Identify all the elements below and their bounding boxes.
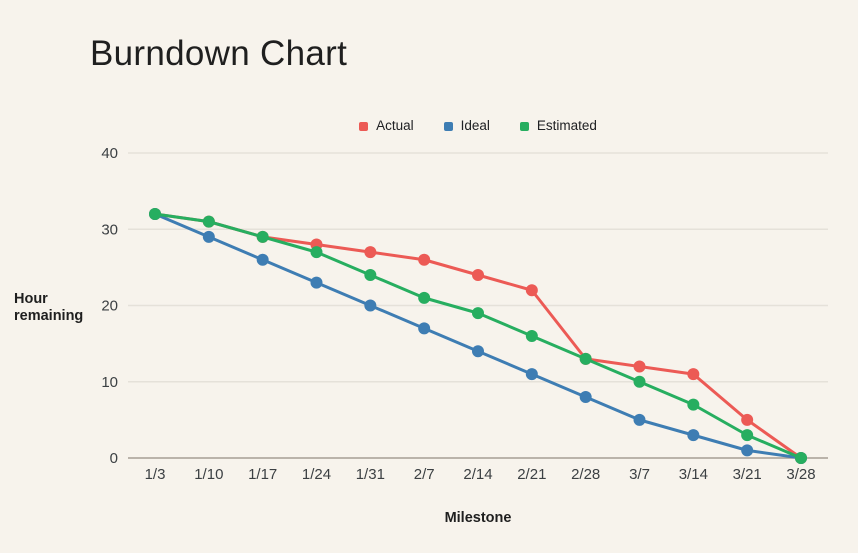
x-tick-label: 2/21 bbox=[517, 466, 546, 483]
data-point-estimated bbox=[202, 215, 215, 228]
data-point-estimated bbox=[633, 375, 646, 388]
x-tick-label: 1/10 bbox=[194, 466, 223, 483]
data-point-estimated bbox=[149, 208, 161, 220]
legend-label-actual: Actual bbox=[376, 118, 414, 133]
data-point-ideal bbox=[633, 413, 646, 426]
legend-swatch-ideal-icon bbox=[443, 121, 453, 131]
data-point-estimated bbox=[256, 230, 269, 243]
chart-legend: Actual Ideal Estimated bbox=[128, 118, 828, 133]
x-axis-title: Milestone bbox=[444, 510, 512, 526]
data-point-actual bbox=[364, 246, 377, 259]
y-tick-label: 40 bbox=[101, 145, 118, 162]
data-point-actual bbox=[687, 368, 700, 381]
y-tick-label: 10 bbox=[101, 374, 118, 391]
x-tick-label: 2/14 bbox=[463, 466, 492, 483]
legend-swatch-estimated-icon bbox=[519, 121, 529, 131]
x-tick-label: 1/17 bbox=[248, 466, 277, 483]
data-point-estimated bbox=[364, 269, 377, 281]
data-point-ideal bbox=[579, 391, 592, 403]
data-point-ideal bbox=[364, 299, 377, 312]
data-point-estimated bbox=[795, 452, 807, 464]
y-tick-label: 0 bbox=[110, 450, 118, 467]
x-tick-label: 3/21 bbox=[733, 466, 762, 483]
y-tick-label: 30 bbox=[101, 221, 118, 238]
legend-label-estimated: Estimated bbox=[536, 118, 597, 133]
series-line-estimated bbox=[153, 212, 803, 460]
x-tick-label: 3/7 bbox=[629, 466, 650, 483]
y-axis-title: Hour remaining bbox=[14, 291, 84, 324]
x-tick-label: 2/28 bbox=[571, 466, 600, 483]
x-tick-label: 3/14 bbox=[679, 466, 708, 483]
series-line-actual bbox=[153, 212, 803, 460]
data-point-actual bbox=[525, 284, 538, 297]
data-point-actual bbox=[633, 360, 646, 373]
x-tick-label: 3/28 bbox=[786, 466, 815, 483]
data-point-ideal bbox=[202, 230, 215, 243]
legend-swatch-actual-icon bbox=[359, 121, 369, 131]
data-point-ideal bbox=[418, 322, 431, 335]
legend-item-actual: Actual bbox=[359, 118, 414, 133]
data-point-actual bbox=[741, 413, 754, 426]
page-title: Burndown Chart bbox=[90, 34, 348, 73]
data-point-estimated bbox=[418, 291, 431, 304]
y-tick-label: 20 bbox=[101, 298, 118, 315]
x-tick-label: 1/3 bbox=[145, 466, 166, 483]
data-point-estimated bbox=[525, 330, 538, 342]
data-point-actual bbox=[418, 253, 431, 266]
data-point-ideal bbox=[310, 276, 323, 289]
data-point-estimated bbox=[741, 429, 754, 442]
data-point-estimated bbox=[472, 307, 484, 320]
legend-label-ideal: Ideal bbox=[460, 118, 490, 133]
data-point-ideal bbox=[525, 368, 538, 381]
x-tick-label: 1/24 bbox=[302, 466, 331, 483]
data-point-ideal bbox=[687, 429, 700, 442]
data-point-estimated bbox=[687, 398, 700, 411]
x-tick-label: 2/7 bbox=[414, 466, 435, 483]
data-point-ideal bbox=[472, 345, 484, 358]
x-tick-label: 1/31 bbox=[356, 466, 385, 483]
legend-item-ideal: Ideal bbox=[443, 118, 490, 133]
data-point-actual bbox=[472, 269, 484, 281]
series-line-ideal bbox=[153, 212, 803, 460]
data-point-ideal bbox=[256, 253, 269, 266]
data-point-ideal bbox=[741, 444, 754, 457]
data-point-estimated bbox=[579, 352, 592, 365]
data-point-estimated bbox=[310, 246, 323, 259]
legend-item-estimated: Estimated bbox=[519, 118, 597, 133]
